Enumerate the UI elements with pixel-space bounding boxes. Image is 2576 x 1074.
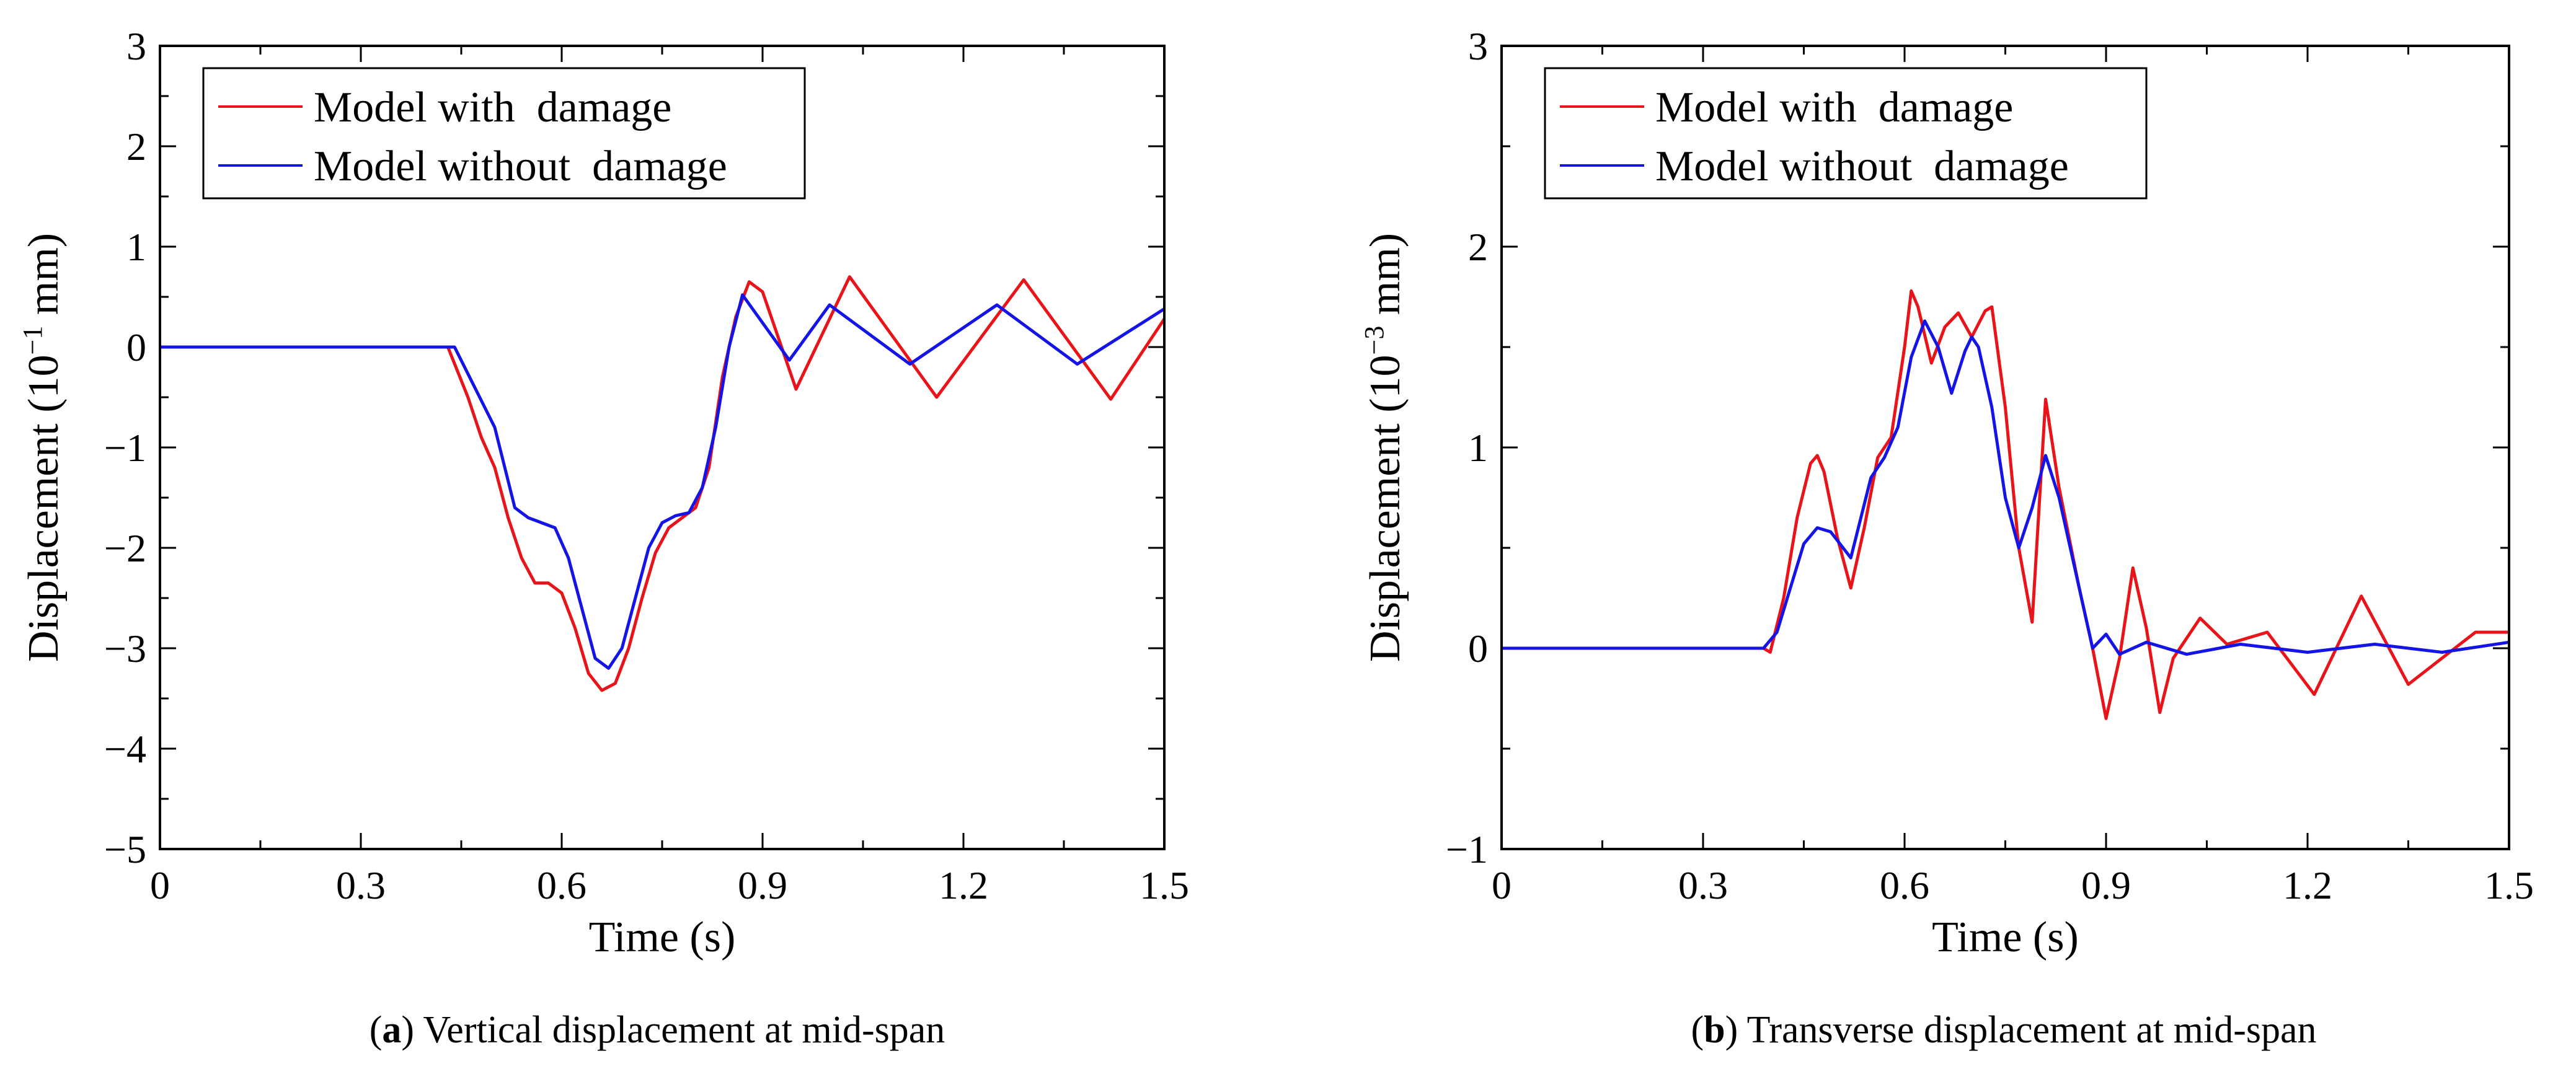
caption-text: Transverse displacement at mid-span	[1747, 1009, 2317, 1051]
series-line-model-without-damage	[1502, 319, 2510, 656]
x-axis-label: Time (s)	[589, 913, 736, 961]
y-tick-label: −2	[104, 526, 146, 570]
y-tick-label: −4	[104, 727, 146, 771]
x-tick-label: 0.6	[1880, 863, 1929, 907]
legend: Model with damage Model without damage	[1544, 67, 2148, 200]
x-tick-label: 0.9	[2081, 863, 2131, 907]
caption-letter: a	[382, 1009, 401, 1051]
plot-frame	[159, 45, 1166, 850]
y-axis-label-suffix: mm)	[1361, 233, 1409, 326]
caption-a: (a) Vertical displacement at mid-span	[370, 1009, 945, 1051]
y-axis-label: Displacement (10−1 mm)	[17, 233, 68, 662]
y-tick-label: 1	[126, 225, 146, 269]
y-tick-label: −3	[104, 627, 146, 671]
series-line-model-with-damage	[1502, 289, 2509, 720]
y-tick-label: 3	[126, 24, 146, 68]
x-tick-label: 1.2	[2283, 863, 2332, 907]
plot-frame	[1500, 45, 2510, 850]
y-axis-label-exponent: −3	[1359, 326, 1389, 355]
x-tick-label: 0.6	[537, 863, 586, 907]
series-layer	[1502, 289, 2510, 720]
legend-label-without-damage: Model without damage	[1655, 143, 2069, 190]
caption-b: (b) Transverse displacement at mid-span	[1691, 1009, 2316, 1051]
y-axis-label-suffix: mm)	[20, 233, 68, 326]
y-tick-label: 2	[1468, 225, 1488, 269]
y-tick-label: −1	[104, 426, 146, 470]
series-layer	[160, 275, 1166, 692]
series-line-model-with-damage	[160, 275, 1166, 692]
x-axis-label: Time (s)	[1932, 913, 2079, 961]
series-line-model-without-damage	[160, 293, 1166, 670]
x-tick-label: 0	[150, 863, 170, 907]
y-tick-label: 0	[126, 325, 146, 369]
y-axis-label-prefix: Displacement (10	[20, 354, 68, 662]
y-tick-label: −1	[1446, 827, 1488, 871]
x-tick-label: 0	[1492, 863, 1512, 907]
y-tick-label: 3	[1468, 24, 1488, 68]
x-tick-label: 1.5	[1140, 863, 1189, 907]
legend-label-without-damage: Model without damage	[314, 143, 727, 190]
x-tick-label: 0.9	[738, 863, 787, 907]
y-tick-label: 0	[1468, 627, 1488, 671]
y-axis-label-exponent: −1	[17, 326, 48, 355]
x-tick-label: 0.3	[336, 863, 386, 907]
tick-labels: 0 0.3 0.6 0.9 1.2 1.5 −5 −4 −3 −2 −1 0 1 2 3	[104, 24, 1189, 907]
x-tick-label: 1.5	[2484, 863, 2534, 907]
y-axis-label-prefix: Displacement (10	[1361, 354, 1409, 662]
x-tick-label: 0.3	[1678, 863, 1728, 907]
legend-box	[202, 67, 806, 200]
x-tick-label: 1.2	[939, 863, 988, 907]
caption-text: Vertical displacement at mid-span	[423, 1009, 945, 1051]
y-tick-label: 2	[126, 125, 146, 169]
caption-letter: b	[1704, 1009, 1725, 1051]
legend-label-with-damage: Model with damage	[314, 84, 671, 131]
legend-label-with-damage: Model with damage	[1655, 84, 2013, 131]
y-axis-label: Displacement (10−3 mm)	[1359, 233, 1409, 662]
y-tick-label: −5	[104, 827, 146, 871]
legend: Model with damage Model without damage	[202, 67, 806, 200]
y-tick-label: 1	[1468, 426, 1488, 470]
legend-box	[1544, 67, 2148, 200]
